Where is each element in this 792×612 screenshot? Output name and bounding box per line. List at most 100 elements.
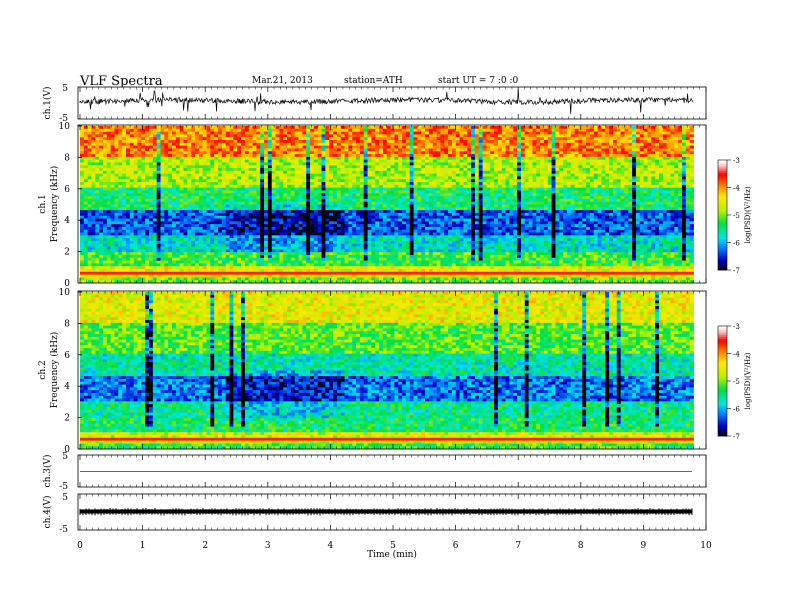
spectrogram-cell	[202, 277, 207, 281]
spectrogram-cell	[126, 243, 131, 247]
spectrogram-cell	[183, 193, 188, 197]
spectrogram-cell	[313, 252, 319, 256]
spectrogram-cell	[310, 198, 315, 203]
spectrogram-cell	[137, 165, 142, 169]
spectrogram-cell	[386, 159, 391, 163]
spectrogram-cell	[287, 201, 292, 205]
spectrogram-cell	[160, 243, 165, 247]
spectrogram-cell	[237, 238, 242, 242]
spectrogram-cell	[152, 159, 158, 163]
spectrogram-cell	[229, 156, 234, 161]
spectrogram-cell	[99, 277, 104, 281]
spectrogram-cell	[202, 179, 207, 183]
spectrogram-cell	[421, 126, 426, 130]
spectrogram-cell	[225, 257, 230, 261]
spectrogram-cell	[413, 271, 418, 275]
spectrogram-cell	[198, 140, 204, 144]
spectrogram-cell	[195, 159, 200, 163]
spectrogram-cell	[80, 215, 85, 219]
spectrogram-cell	[382, 126, 388, 130]
spectrogram-cell	[398, 190, 403, 194]
spectrogram-cell	[283, 215, 288, 219]
spectrogram-cell	[290, 184, 296, 189]
spectrogram-cell	[248, 212, 253, 217]
spectrogram-cell	[379, 154, 384, 158]
spectrogram-cell	[279, 204, 284, 208]
spectrogram-cell	[175, 170, 181, 175]
spectrogram-cell	[413, 243, 418, 247]
spectrogram-cell	[413, 165, 418, 169]
spectrogram-cell	[149, 201, 154, 205]
spectrogram-cell	[198, 263, 204, 267]
spectrogram-cell	[275, 173, 280, 177]
spectrogram-cell	[310, 204, 315, 208]
spectrogram-cell	[221, 187, 227, 191]
spectrogram-cell	[375, 240, 380, 245]
spectrogram-cell	[214, 126, 219, 130]
spectrogram-cell	[141, 249, 146, 253]
spectrogram-cell	[371, 179, 376, 183]
spectrogram-cell	[287, 159, 292, 163]
spectrogram-cell	[145, 165, 150, 169]
spectrogram-cell	[317, 142, 322, 147]
spectrogram-cell	[99, 142, 104, 147]
spectrogram-cell	[210, 190, 215, 194]
spectrogram-cell	[325, 198, 330, 203]
spectrogram-cell	[244, 263, 250, 267]
spectrogram-cell	[168, 224, 173, 228]
spectrogram-cell	[156, 193, 161, 197]
spectrogram-cell	[306, 268, 311, 273]
spectrogram-cell	[225, 210, 230, 214]
spectrogram-cell	[83, 190, 89, 194]
spectrogram-cell	[87, 238, 92, 242]
spectrogram-cell	[340, 229, 345, 233]
spectrogram-cell	[168, 229, 173, 233]
spectrogram-cell	[317, 184, 322, 189]
spectrogram-cell	[302, 240, 307, 245]
spectrogram-cell	[252, 142, 257, 147]
spectrogram-cell	[344, 168, 349, 172]
spectrogram-cell	[290, 271, 296, 275]
spectrogram-cell	[164, 145, 169, 149]
spectrogram-cell	[409, 274, 414, 278]
spectrogram-cell	[241, 134, 246, 138]
spectrogram-cell	[103, 173, 108, 177]
spectrogram-cell	[218, 126, 223, 130]
spectrogram-cell	[87, 193, 92, 197]
spectrogram-cell	[409, 131, 414, 135]
spectrogram-cell	[149, 179, 154, 183]
spectrogram-cell	[348, 235, 353, 239]
spectrogram-cell	[344, 249, 349, 253]
spectrogram-cell	[390, 142, 395, 147]
spectrogram-cell	[413, 156, 418, 161]
spectrogram-cell	[386, 142, 391, 147]
spectrogram-cell	[164, 249, 169, 253]
spectrogram-cell	[340, 184, 345, 189]
spectrogram-cell	[237, 254, 242, 259]
spectrogram-cell	[206, 196, 211, 200]
spectrogram-cell	[233, 232, 238, 236]
spectrogram-cell	[114, 126, 119, 130]
spectrogram-cell	[390, 254, 395, 259]
spectrogram-cell	[290, 168, 296, 172]
spectrogram-cell	[106, 126, 112, 130]
spectrogram-cell	[294, 168, 299, 172]
spectrogram-cell	[198, 131, 204, 135]
spectrogram-cell	[379, 274, 384, 278]
spectrogram-cell	[394, 173, 399, 177]
spectrogram-cell	[83, 198, 89, 203]
spectrogram-cell	[202, 196, 207, 200]
spectrogram-cell	[359, 260, 365, 264]
spectrogram-cell	[83, 165, 89, 169]
spectrogram-cell	[375, 254, 380, 259]
spectrogram-cell	[256, 137, 261, 141]
spectrogram-cell	[336, 201, 342, 205]
spectrogram-cell	[141, 159, 146, 163]
spectrogram-cell	[313, 280, 319, 284]
spectrogram-cell	[402, 137, 407, 141]
spectrogram-cell	[267, 193, 273, 197]
spectrogram-cell	[405, 207, 411, 211]
spectrogram-cell	[279, 142, 284, 147]
spectrogram-cell	[275, 224, 280, 228]
spectrogram-cell	[375, 173, 380, 177]
